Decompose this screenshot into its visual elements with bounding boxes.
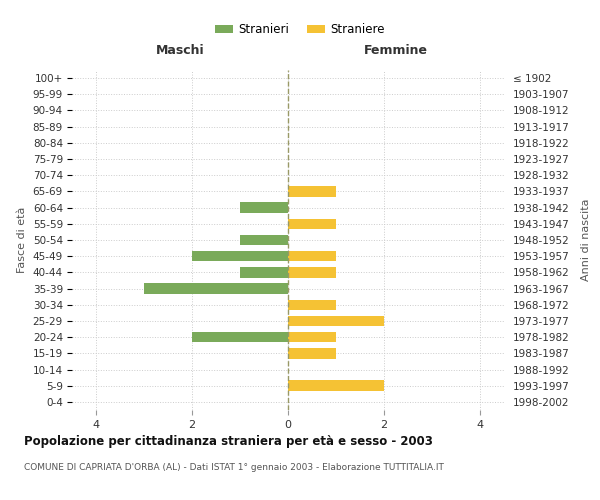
Bar (288, 348, 336, 358)
Bar (288, 186, 336, 196)
Bar (144, 284, 288, 294)
Bar (288, 332, 336, 342)
Text: Femmine: Femmine (364, 44, 428, 58)
Text: Popolazione per cittadinanza straniera per età e sesso - 2003: Popolazione per cittadinanza straniera p… (24, 435, 433, 448)
Bar (240, 202, 288, 213)
Bar (240, 267, 288, 278)
Bar (288, 267, 336, 278)
Bar (240, 234, 288, 246)
Bar (192, 251, 288, 262)
Bar (288, 380, 384, 391)
Legend: Stranieri, Straniere: Stranieri, Straniere (210, 18, 390, 41)
Text: COMUNE DI CAPRIATA D'ORBA (AL) - Dati ISTAT 1° gennaio 2003 - Elaborazione TUTTI: COMUNE DI CAPRIATA D'ORBA (AL) - Dati IS… (24, 462, 444, 471)
Text: Maschi: Maschi (155, 44, 205, 58)
Y-axis label: Anni di nascita: Anni di nascita (581, 198, 591, 281)
Y-axis label: Fasce di età: Fasce di età (17, 207, 27, 273)
Bar (288, 218, 336, 229)
Bar (288, 300, 336, 310)
Bar (288, 316, 384, 326)
Bar (288, 251, 336, 262)
Bar (192, 332, 288, 342)
